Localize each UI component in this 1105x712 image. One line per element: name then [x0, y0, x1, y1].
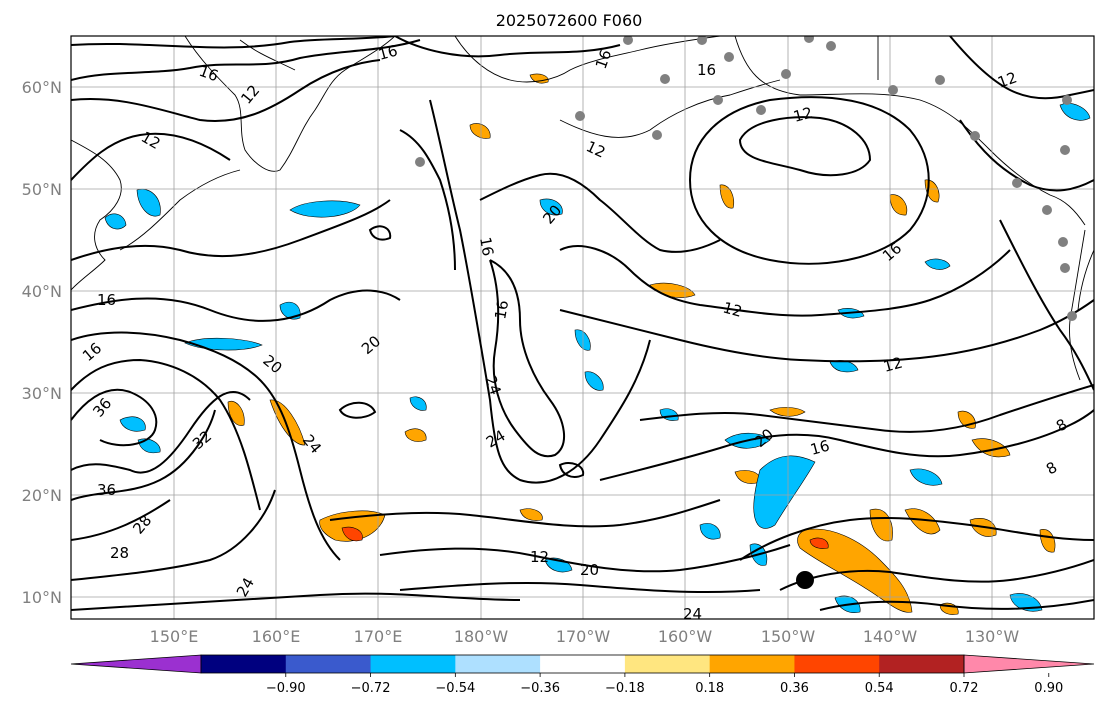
contour-label: 16 [476, 236, 497, 258]
colorbar-segment [879, 655, 965, 673]
contour-label: 24 [683, 605, 702, 623]
lat-label: 30°N [22, 384, 62, 403]
contour-label: 16 [491, 299, 512, 321]
contour-label: 16 [808, 437, 831, 459]
colorbar-segment [709, 655, 795, 673]
colorbar-tick-label: 0.72 [950, 681, 979, 696]
lat-label: 50°N [22, 180, 62, 199]
lon-label: 130°W [965, 627, 1020, 646]
colorbar-segment [540, 655, 626, 673]
contour-label: 16 [197, 62, 221, 85]
lat-label: 10°N [22, 588, 62, 607]
longitude-axis: 150°E 160°E 170°E 180°W 170°W 160°W 150°… [150, 627, 1020, 646]
contour-label: 12 [791, 104, 814, 126]
contour-lines [71, 36, 1094, 611]
contour-label: 16 [592, 47, 615, 71]
map-frame [70, 35, 1095, 620]
lon-label: 170°W [556, 627, 611, 646]
lat-label: 60°N [22, 78, 62, 97]
contour-label: 12 [530, 548, 549, 566]
lat-label: 20°N [22, 486, 62, 505]
contour-label: 20 [580, 561, 599, 579]
colorbar-tick-label: 0.54 [865, 681, 894, 696]
colorbar-segment [794, 655, 880, 673]
colorbar-segment [70, 654, 202, 674]
colorbar-segment [455, 655, 541, 673]
colorbar-segment [285, 655, 372, 673]
gridlines [71, 36, 1094, 619]
storm-center-marker [796, 571, 814, 589]
lon-label: 140°W [863, 627, 918, 646]
colorbar-segment [963, 654, 1095, 674]
lon-label: 180°W [454, 627, 509, 646]
plot-title: 2025072600 F060 [496, 11, 643, 30]
colorbar-tick-label: 0.18 [695, 681, 724, 696]
colorbar-tick-label: 0.36 [780, 681, 809, 696]
colorbar-tick-label: −0.90 [266, 681, 306, 696]
colorbar-tick-label: −0.36 [520, 681, 560, 696]
lon-label: 150°E [150, 627, 199, 646]
lat-label: 40°N [22, 282, 62, 301]
lon-label: 170°E [354, 627, 403, 646]
coastlines [71, 36, 1094, 381]
lon-label: 150°W [761, 627, 816, 646]
contour-label: 24 [481, 373, 504, 397]
contour-label: 12 [881, 354, 904, 376]
contour-label: 16 [697, 61, 716, 79]
colorbar-tick-label: 0.90 [1034, 681, 1063, 696]
contour-label: 36 [97, 481, 116, 499]
colorbar-segment [624, 655, 711, 673]
contour-label: 16 [376, 42, 399, 64]
contour-label: 28 [110, 544, 129, 562]
map-area: 16 16 12 12 16 16 12 12 20 16 16 24 16 2… [71, 36, 1094, 623]
colorbar-tick-label: −0.54 [435, 681, 475, 696]
colorbar-segment [201, 655, 287, 673]
contour-label: 12 [995, 68, 1019, 91]
latitude-axis: 60°N 50°N 40°N 30°N 20°N 10°N [22, 78, 62, 607]
lon-label: 160°E [252, 627, 301, 646]
lon-label: 160°W [658, 627, 713, 646]
colorbar: −0.90 −0.72 −0.54 −0.36 −0.18 0.18 0.36 0.54 0.7… [70, 654, 1095, 696]
colorbar-tick-label: −0.18 [605, 681, 645, 696]
colorbar-tick-label: −0.72 [351, 681, 391, 696]
colorbar-segment [370, 655, 456, 673]
contour-label: 12 [721, 298, 744, 320]
colorbar-frame [200, 654, 965, 674]
station-markers [415, 36, 1077, 321]
contour-label: 16 [97, 291, 116, 309]
